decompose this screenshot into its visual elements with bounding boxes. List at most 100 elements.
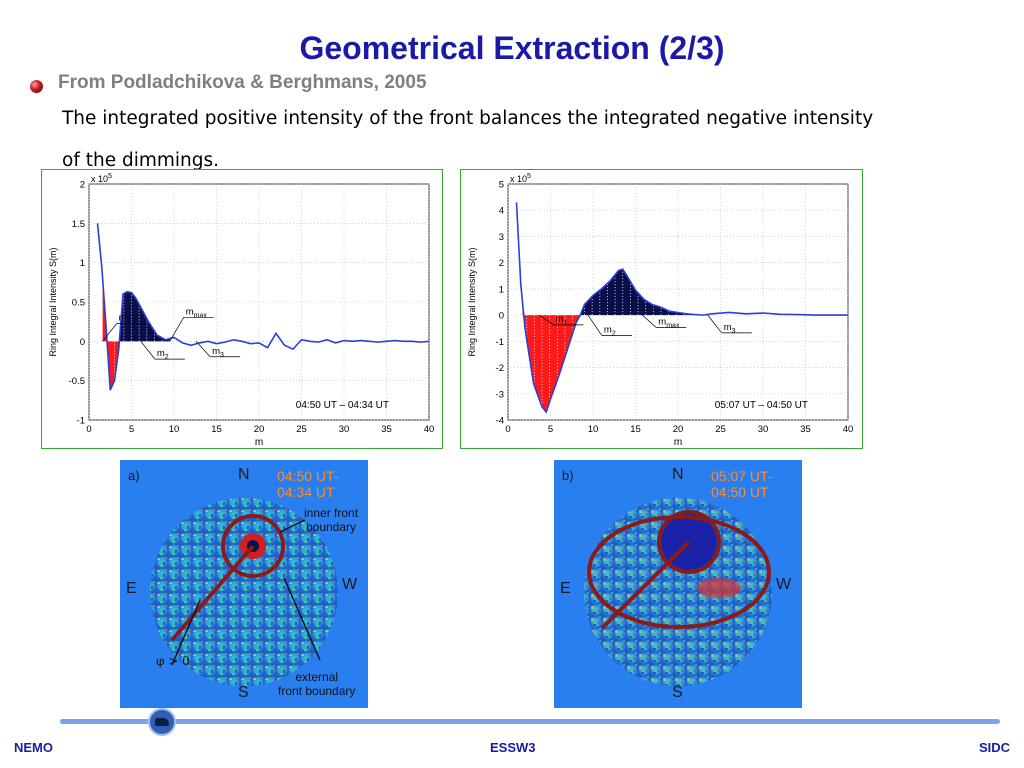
time-label-b-line1: 05:07 UT-: [711, 468, 773, 484]
bullet-icon: [30, 80, 43, 93]
y-tick-label: 1: [499, 284, 504, 295]
external-front-note-line2: front boundary: [278, 684, 356, 698]
marker-label: m1: [555, 314, 567, 327]
marker-label: m2: [604, 325, 616, 338]
source-citation: From Podladchikova & Berghmans, 2005: [58, 72, 427, 93]
y-tick-label: 0.5: [72, 298, 85, 309]
marker-leader: [587, 314, 603, 336]
ring-intensity-chart-b: 0 5 10 15 20 25 30 35 40 -4 -3 -2 -1 0 1 2 3 4 5 m1 m2 mmax m3…: [467, 173, 854, 448]
time-label-a-line2: 04:34 UT: [277, 484, 335, 500]
marker-leader: [140, 341, 156, 360]
negative-intensity-area: [522, 301, 581, 413]
x-tick-label: 15: [211, 424, 222, 435]
solar-image-a: a) N S E W 04:50 UT- 04:34 UT inner fron…: [120, 460, 368, 708]
y-tick-label: 5: [499, 180, 504, 191]
x-tick-label: 10: [588, 424, 599, 435]
logo-icon: [148, 708, 176, 736]
footer-center: ESSW3: [490, 740, 536, 755]
y-tick-label: -1: [77, 416, 85, 427]
x-tick-label: 0: [86, 424, 91, 435]
footer-left: NEMO: [14, 740, 53, 755]
marker-label: mmax: [658, 317, 680, 330]
solar-image-b: b) N S E W 05:07 UT- 04:50 UT: [554, 460, 802, 708]
x-tick-label: 5: [548, 424, 553, 435]
y-axis-label: Ring Integral Intensity S(m): [467, 247, 477, 356]
x-tick-label: 30: [339, 424, 350, 435]
marker-leader: [539, 314, 554, 326]
time-label-a: 04:50 UT- 04:34 UT: [277, 468, 338, 500]
y-tick-label: 4: [499, 206, 504, 217]
east-label-b: E: [560, 580, 571, 597]
y-tick-label: -1: [496, 337, 504, 348]
ring-intensity-chart-a: 0 5 10 15 20 25 30 35 40 -1 -0.5 0 0.5 1 1.5 2 m1 m2 mmax m…: [48, 173, 435, 448]
south-label-b: S: [672, 684, 683, 701]
marker-label: mmax: [186, 306, 208, 319]
x-tick-label: 40: [843, 424, 854, 435]
x-tick-label: 40: [424, 424, 435, 435]
body-text: The integrated positive intensity of the…: [62, 98, 982, 182]
phi-label: φ > 0: [156, 654, 190, 668]
south-label-a: S: [238, 684, 249, 701]
x-tick-label: 35: [800, 424, 811, 435]
time-annotation: 05:07 UT – 04:50 UT: [715, 400, 808, 411]
x-tick-label: 30: [758, 424, 769, 435]
marker-leader: [195, 341, 211, 358]
y-tick-label: -0.5: [69, 376, 85, 387]
inner-front-note: inner front boundary: [304, 506, 358, 534]
y-axis-label: Ring Integral Intensity S(m): [48, 247, 58, 356]
solar-disk-a-graphic: [150, 498, 338, 686]
panel-label-a: a): [128, 468, 140, 483]
body-line-2: of the dimmings.: [62, 150, 220, 171]
marker-leader: [169, 317, 185, 342]
y-tick-label: 0: [80, 337, 85, 348]
chart-panel-right: 0 5 10 15 20 25 30 35 40 -4 -3 -2 -1 0 1 2 3 4 5 m1 m2 mmax m3…: [460, 169, 863, 449]
panel-label-b: b): [562, 468, 574, 483]
y-tick-label: -2: [496, 363, 504, 374]
x-tick-label: 20: [673, 424, 684, 435]
external-front-note: external front boundary: [278, 670, 355, 698]
positive-intensity-area: [580, 269, 695, 316]
west-label-b: W: [776, 576, 792, 593]
y-tick-label: -3: [496, 389, 504, 400]
west-label-a: W: [342, 576, 358, 593]
time-label-b-line2: 04:50 UT: [711, 484, 769, 500]
y-multiplier-label: x 105: [510, 173, 531, 184]
slide-title: Geometrical Extraction (2/3): [299, 30, 725, 66]
positive-intensity-area: [119, 291, 170, 342]
east-label-a: E: [126, 580, 137, 597]
north-label-a: N: [238, 466, 250, 483]
y-tick-label: 3: [499, 232, 504, 243]
body-line-1: The integrated positive intensity of the…: [62, 108, 874, 129]
y-tick-label: 1: [80, 258, 85, 269]
marker-leader: [102, 323, 117, 342]
x-tick-label: 20: [254, 424, 265, 435]
solar-disk-b-graphic: [584, 498, 772, 686]
time-label-b: 05:07 UT- 04:50 UT: [711, 468, 772, 500]
x-tick-label: 5: [129, 424, 134, 435]
x-tick-label: 25: [296, 424, 307, 435]
y-tick-label: 2: [499, 258, 504, 269]
footer-right: SIDC: [978, 740, 1010, 755]
marker-label: m3: [724, 322, 736, 335]
y-tick-label: -4: [496, 416, 504, 427]
x-tick-label: 0: [505, 424, 510, 435]
marker-leader: [707, 314, 723, 334]
time-annotation: 04:50 UT – 04:34 UT: [296, 400, 389, 411]
time-label-a-line1: 04:50 UT-: [277, 468, 339, 484]
y-tick-label: 1.5: [72, 219, 85, 230]
marker-leader: [642, 314, 657, 328]
marker-label: m2: [157, 348, 169, 361]
x-tick-label: 15: [630, 424, 641, 435]
marker-label: m1: [119, 313, 131, 326]
y-tick-label: 0: [499, 311, 504, 322]
inner-front-note-line1: inner front: [304, 506, 359, 520]
y-tick-label: 2: [80, 180, 85, 191]
series-line: [96, 223, 430, 391]
inner-front-note-line2: boundary: [305, 520, 357, 534]
y-multiplier-label: x 105: [91, 173, 112, 184]
x-tick-label: 25: [715, 424, 726, 435]
negative-intensity-area: [102, 278, 120, 391]
x-tick-label: 35: [381, 424, 392, 435]
external-front-note-line1: external: [295, 670, 339, 684]
x-axis-label: m: [255, 437, 263, 448]
